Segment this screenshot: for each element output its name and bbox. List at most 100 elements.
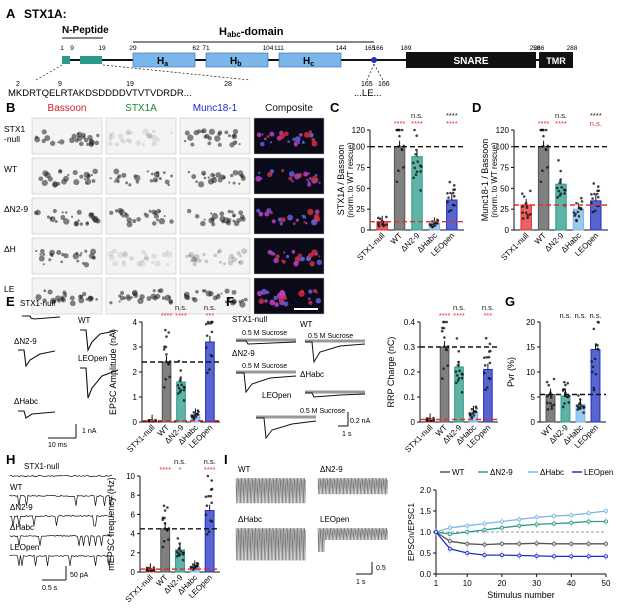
puncta <box>79 141 84 147</box>
legend-label: ΔN2-9 <box>490 468 513 477</box>
puncta <box>131 257 134 261</box>
puncta <box>55 295 61 302</box>
y-axis-label-2: (norm. to WT rescue) <box>346 142 355 218</box>
data-point <box>168 375 172 379</box>
zoom-line-right <box>102 64 251 81</box>
puncta <box>151 253 157 260</box>
e-scale-x: 10 ms <box>48 442 68 449</box>
residue-number: 62 <box>192 45 200 52</box>
puncta <box>146 133 152 139</box>
residue-number: 165 <box>365 45 376 52</box>
data-point <box>167 363 171 366</box>
puncta <box>50 140 56 147</box>
ha-box <box>132 52 196 68</box>
puncta <box>117 251 124 258</box>
significance-label: n.s. <box>555 111 567 120</box>
data-point <box>166 506 169 509</box>
puncta <box>220 292 223 295</box>
puncta <box>226 220 231 226</box>
data-point <box>522 195 526 198</box>
puncta <box>94 140 100 146</box>
data-point <box>591 210 595 214</box>
data-point <box>442 367 445 370</box>
f-label-wt: WT <box>300 320 313 329</box>
data-point <box>579 404 583 407</box>
category-label: STX1-null <box>125 423 156 454</box>
puncta <box>292 137 296 141</box>
data-point <box>449 191 452 195</box>
data-point <box>452 184 456 187</box>
puncta <box>217 248 223 254</box>
puncta <box>71 133 77 139</box>
puncta <box>232 214 236 218</box>
le-num-2: 166 <box>378 81 390 88</box>
bar <box>560 395 571 423</box>
puncta <box>35 249 38 253</box>
puncta <box>59 139 65 145</box>
puncta <box>274 302 280 308</box>
hc-box <box>278 52 342 68</box>
significance-label: *** <box>484 311 493 320</box>
puncta <box>229 173 234 178</box>
micrograph-tile <box>179 237 251 275</box>
puncta <box>136 217 141 222</box>
puncta <box>283 251 286 254</box>
puncta <box>269 211 273 215</box>
legend-label: WT <box>452 468 465 477</box>
y-tick-label: 10 <box>126 472 135 481</box>
puncta <box>227 260 234 266</box>
significance-label: * <box>179 465 182 474</box>
significance-label: n.s. <box>574 311 586 320</box>
data-point <box>560 185 564 189</box>
data-point <box>460 376 464 380</box>
puncta <box>305 174 308 177</box>
puncta <box>294 173 301 180</box>
data-point <box>576 408 579 411</box>
puncta <box>83 177 87 181</box>
puncta <box>293 260 299 267</box>
puncta <box>145 132 153 139</box>
bar <box>393 146 406 231</box>
panel-letter-g: G <box>505 294 515 309</box>
puncta <box>303 131 310 138</box>
data-point <box>207 322 211 325</box>
data-point <box>447 196 450 199</box>
puncta <box>223 262 227 266</box>
y-tick-label: 0 <box>505 226 510 235</box>
data-point <box>591 197 594 200</box>
puncta <box>264 299 268 303</box>
micrograph-tile <box>105 157 177 195</box>
data-point <box>590 201 593 205</box>
puncta <box>288 171 295 177</box>
data-point <box>546 401 549 405</box>
data-point <box>590 360 593 363</box>
f-trace-wt <box>305 341 366 364</box>
significance-label: n.s. <box>174 457 186 466</box>
puncta <box>195 289 199 294</box>
i-label-leopen: LEOpen <box>320 515 349 524</box>
chart-i: 0.0 0.5 1.0 1.5 2.0 1 10 20 30 40 50 Stimulus numbe… <box>406 468 613 600</box>
puncta <box>151 209 157 215</box>
data-point <box>451 203 455 207</box>
puncta <box>187 134 194 141</box>
e-scale-y: 1 nA <box>82 428 97 435</box>
data-point <box>206 474 210 478</box>
y-tick-label: 120 <box>352 126 366 135</box>
x-tick-label: 50 <box>602 579 611 588</box>
row-label: WT <box>4 164 17 174</box>
snare-label: SNARE <box>453 56 488 67</box>
data-point <box>456 379 460 382</box>
y-tick-label: 2 <box>133 368 138 377</box>
puncta <box>113 180 117 183</box>
puncta <box>269 131 275 137</box>
puncta <box>214 135 221 142</box>
data-point <box>161 516 165 520</box>
puncta <box>76 259 80 263</box>
data-point <box>521 211 524 214</box>
data-point <box>163 385 166 389</box>
puncta <box>283 301 289 307</box>
data-point <box>591 365 595 369</box>
